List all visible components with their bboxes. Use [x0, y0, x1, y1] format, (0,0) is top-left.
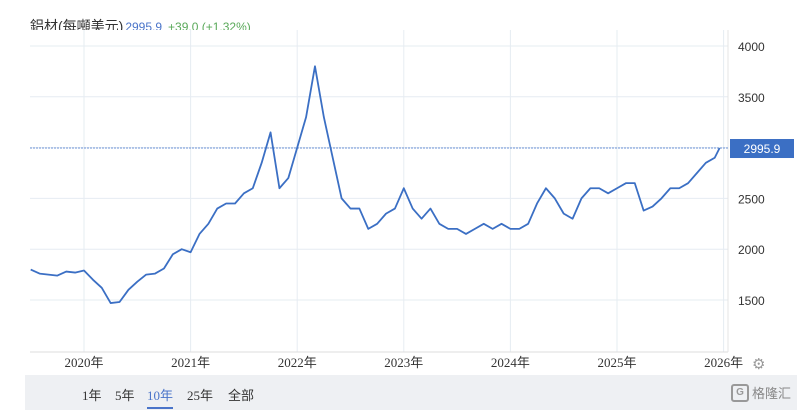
y-tick-label: 1500	[738, 294, 765, 308]
y-tick-label: 2500	[738, 192, 765, 206]
watermark-logo: G 格隆汇	[730, 383, 791, 402]
range-all-button[interactable]: 全部	[228, 388, 255, 403]
last-value-label: 2995.9	[744, 142, 781, 156]
gear-icon[interactable]: ⚙	[752, 356, 766, 373]
x-tick-label: 2025年	[597, 355, 636, 370]
plot-area	[30, 30, 728, 352]
x-tick-label: 2023年	[384, 355, 423, 370]
y-tick-label: 3500	[738, 91, 765, 105]
x-tick-label: 2020年	[64, 355, 103, 370]
y-tick-label: 2000	[738, 243, 765, 257]
logo-icon: G	[730, 383, 749, 402]
last-value-badge	[730, 139, 794, 159]
x-tick-label: 2026年	[704, 355, 743, 370]
range-25y-button[interactable]: 25年	[187, 388, 214, 403]
price-chart: 1500 2000 2500 3500 4000 2020年 2021年 2022年 2023年…	[30, 30, 794, 370]
range-10y-button[interactable]: 10年	[147, 385, 174, 409]
y-tick-label: 4000	[738, 40, 765, 54]
watermark-text: 格隆汇	[751, 386, 791, 401]
range-5y-button[interactable]: 5年	[115, 388, 135, 403]
price-line	[30, 65, 721, 304]
range-1y-button[interactable]: 1年	[82, 388, 102, 403]
x-tick-label: 2022年	[278, 355, 317, 370]
x-tick-label: 2024年	[491, 355, 530, 370]
range-bar: 1年 5年 10年 25年 全部 G 格隆汇	[25, 375, 797, 410]
x-tick-label: 2021年	[171, 355, 210, 370]
